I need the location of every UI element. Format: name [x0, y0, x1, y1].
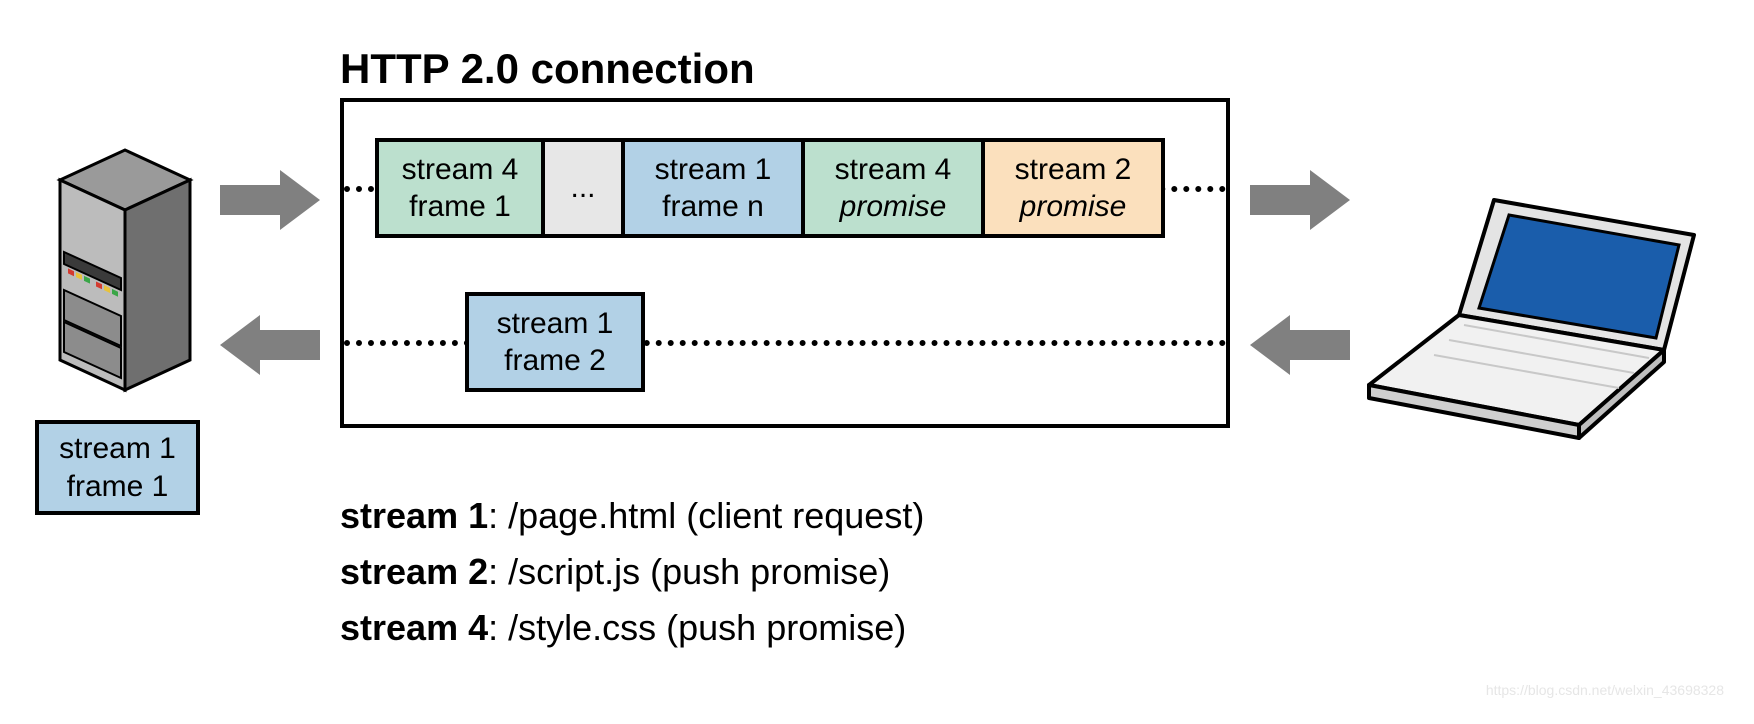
arrow-from-laptop-left	[1250, 315, 1350, 375]
legend-line-0: stream 1: /page.html (client request)	[340, 488, 924, 544]
frame-cell-3-l2: promise	[840, 188, 947, 226]
frame-cell-4: stream 2promise	[985, 138, 1165, 238]
frame-response: stream 1 frame 2	[465, 292, 645, 392]
frame-cell-2: stream 1frame n	[625, 138, 805, 238]
frame-cell-0-l1: stream 4	[402, 151, 519, 189]
frame-cell-0: stream 4frame 1	[375, 138, 545, 238]
diagram-root: stream 1 frame 1 HTTP 2.0 connection str…	[20, 20, 1734, 704]
frame-cell-1: ...	[545, 138, 625, 238]
frame-cell-4-l2: promise	[1020, 188, 1127, 226]
stream-legend: stream 1: /page.html (client request)str…	[340, 488, 924, 655]
frame-row-outgoing: stream 4frame 1...stream 1frame nstream …	[375, 138, 1165, 238]
frame-cell-0-l2: frame 1	[409, 188, 511, 226]
server-icon	[50, 140, 200, 400]
frame-cell-1-l1: ...	[570, 169, 595, 207]
legend-bold-2: stream 4	[340, 607, 488, 648]
frame-cell-3-l1: stream 4	[835, 151, 952, 189]
legend-rest-0: : /page.html (client request)	[488, 495, 924, 536]
legend-rest-2: : /style.css (push promise)	[488, 607, 906, 648]
arrow-to-server-right	[220, 170, 320, 230]
legend-line-2: stream 4: /style.css (push promise)	[340, 600, 924, 656]
server-frame-l2: frame 1	[67, 468, 169, 506]
response-l1: stream 1	[497, 305, 614, 343]
watermark-text: https://blog.csdn.net/welxin_43698328	[1486, 682, 1724, 698]
arrow-from-box-left	[220, 315, 320, 375]
legend-rest-1: : /script.js (push promise)	[488, 551, 890, 592]
server-output-frame: stream 1 frame 1	[35, 420, 200, 515]
arrow-to-laptop-right	[1250, 170, 1350, 230]
connection-title: HTTP 2.0 connection	[340, 45, 755, 93]
frame-cell-4-l1: stream 2	[1015, 151, 1132, 189]
frame-cell-3: stream 4promise	[805, 138, 985, 238]
legend-bold-0: stream 1	[340, 495, 488, 536]
legend-line-1: stream 2: /script.js (push promise)	[340, 544, 924, 600]
frame-cell-2-l2: frame n	[662, 188, 764, 226]
legend-bold-1: stream 2	[340, 551, 488, 592]
laptop-icon	[1364, 190, 1714, 440]
server-frame-l1: stream 1	[59, 430, 176, 468]
response-l2: frame 2	[504, 342, 606, 380]
frame-cell-2-l1: stream 1	[655, 151, 772, 189]
